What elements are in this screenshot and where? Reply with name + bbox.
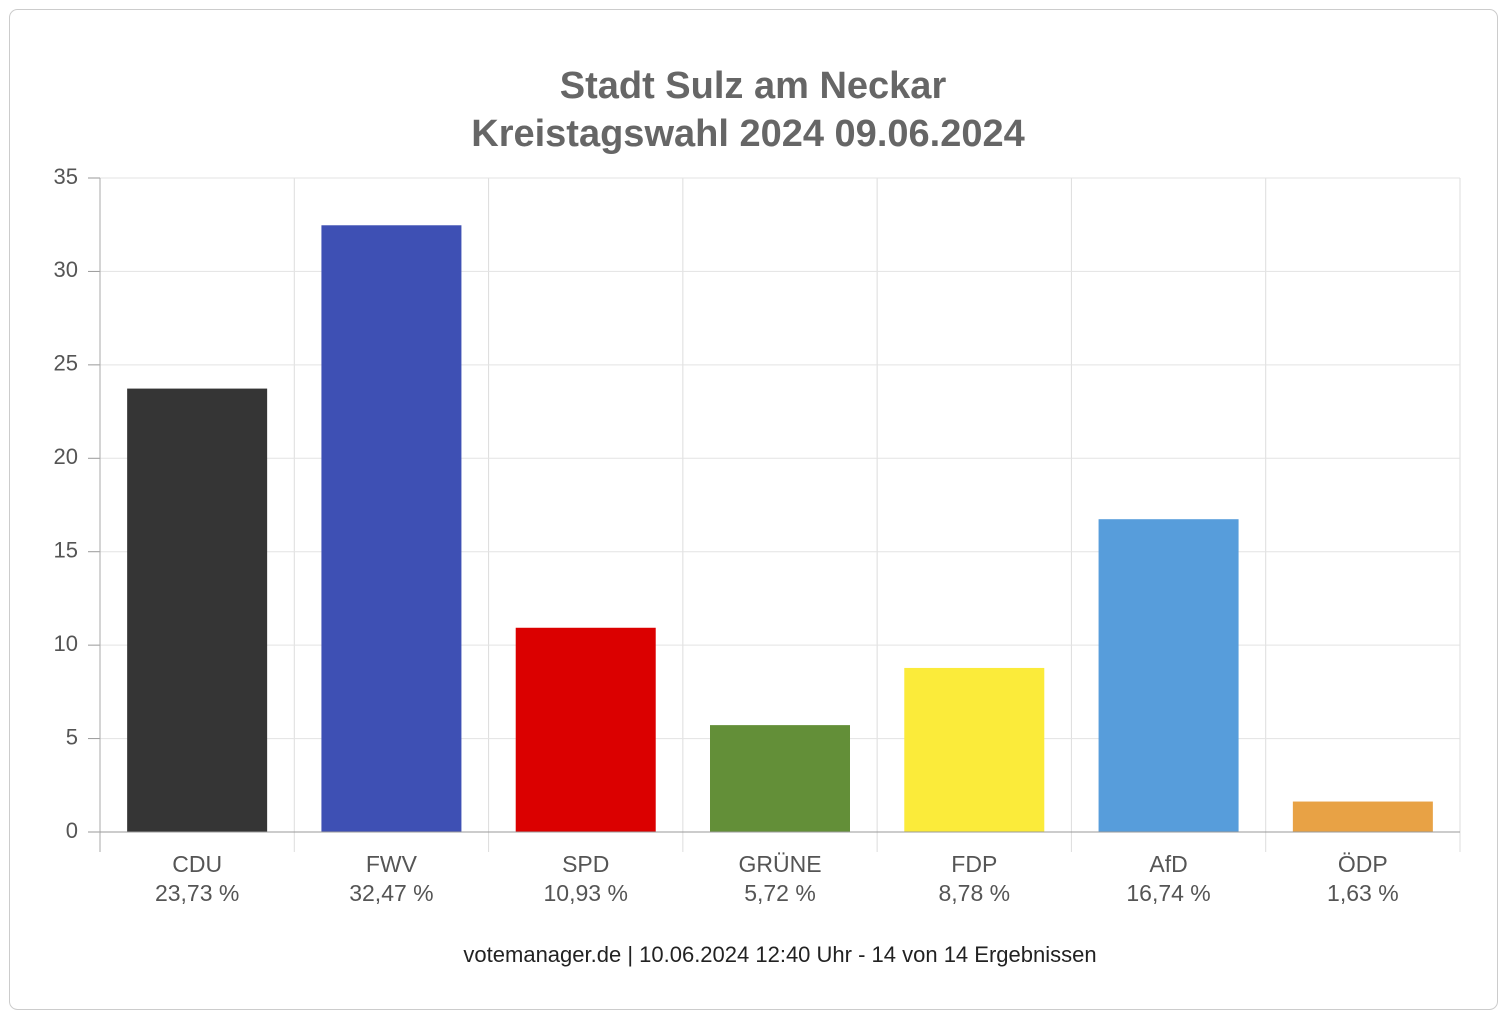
x-tick-label: CDU	[172, 851, 222, 877]
bar	[1098, 519, 1239, 832]
bar	[127, 388, 268, 832]
value-label: 32,47 %	[349, 880, 433, 906]
y-tick-label: 15	[54, 538, 78, 563]
y-tick-label: 5	[66, 724, 78, 749]
bar	[1292, 801, 1433, 832]
y-tick-label: 0	[66, 818, 78, 843]
bar	[515, 627, 656, 832]
x-tick-label: FDP	[951, 851, 997, 877]
x-tick-label: AfD	[1149, 851, 1187, 877]
value-label: 8,78 %	[938, 880, 1010, 906]
source: votemanager.de | 10.06.2024 12:40 Uhr - …	[463, 942, 1096, 967]
value-label: 10,93 %	[544, 880, 628, 906]
chart-title: Stadt Sulz am Neckar	[560, 65, 947, 107]
bar	[904, 667, 1045, 832]
x-tick-label: ÖDP	[1338, 851, 1388, 877]
x-tick-label: SPD	[562, 851, 609, 877]
value-label: 23,73 %	[155, 880, 239, 906]
x-tick-label: FWV	[366, 851, 418, 877]
x-tick-label: GRÜNE	[738, 851, 821, 877]
y-tick-label: 10	[54, 631, 78, 656]
y-tick-label: 30	[54, 257, 78, 282]
value-label: 5,72 %	[744, 880, 816, 906]
y-tick-label: 20	[54, 444, 78, 469]
y-tick-label: 35	[54, 164, 78, 189]
value-label: 1,63 %	[1327, 880, 1399, 906]
bar	[710, 725, 850, 832]
value-label: 16,74 %	[1126, 880, 1210, 906]
y-tick-label: 25	[54, 351, 78, 376]
chart-subtitle: Kreistagswahl 2024 09.06.2024	[471, 113, 1025, 155]
bar	[321, 225, 462, 833]
